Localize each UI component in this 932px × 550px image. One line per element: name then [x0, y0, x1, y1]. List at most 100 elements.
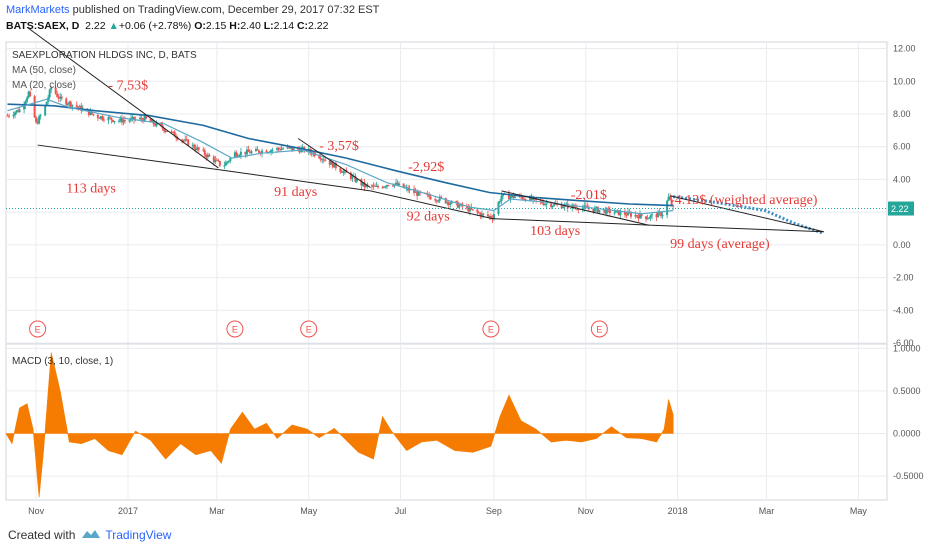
candle[interactable] — [660, 212, 663, 217]
candle[interactable] — [456, 201, 459, 208]
candle[interactable] — [468, 207, 471, 212]
candle[interactable] — [438, 196, 441, 201]
candle[interactable] — [577, 209, 580, 211]
candle[interactable] — [414, 191, 417, 193]
candle[interactable] — [529, 196, 532, 201]
candle[interactable] — [437, 200, 440, 202]
candle[interactable] — [271, 149, 274, 151]
candle[interactable] — [639, 213, 642, 219]
candle[interactable] — [479, 213, 482, 217]
candle[interactable] — [111, 120, 114, 122]
candle[interactable] — [480, 213, 483, 217]
candle[interactable] — [27, 91, 30, 98]
candle[interactable] — [604, 209, 607, 214]
candle[interactable] — [375, 185, 378, 187]
candle[interactable] — [318, 155, 321, 159]
candle[interactable] — [280, 148, 283, 151]
candle[interactable] — [217, 160, 220, 162]
candle[interactable] — [292, 147, 295, 151]
candle[interactable] — [444, 198, 447, 204]
candle[interactable] — [482, 213, 485, 215]
candle[interactable] — [640, 213, 643, 217]
candle[interactable] — [354, 176, 357, 182]
candle[interactable] — [170, 131, 173, 133]
candle[interactable] — [270, 150, 273, 153]
candle[interactable] — [607, 208, 610, 210]
candle[interactable] — [176, 137, 179, 140]
candle[interactable] — [65, 98, 68, 105]
candle[interactable] — [17, 110, 20, 113]
candle[interactable] — [458, 205, 461, 208]
candle[interactable] — [298, 149, 301, 153]
candle[interactable] — [102, 119, 105, 121]
candle[interactable] — [218, 161, 221, 166]
candle[interactable] — [236, 155, 239, 157]
trend-line[interactable] — [218, 169, 371, 192]
candle[interactable] — [289, 147, 292, 149]
candle[interactable] — [110, 117, 113, 121]
candle[interactable] — [649, 215, 652, 218]
candle[interactable] — [324, 160, 327, 162]
candle[interactable] — [370, 185, 373, 187]
candle[interactable] — [434, 199, 437, 201]
candle[interactable] — [613, 212, 616, 214]
candle[interactable] — [140, 117, 143, 120]
candle[interactable] — [122, 120, 125, 123]
candle[interactable] — [651, 214, 654, 216]
candle[interactable] — [276, 148, 279, 150]
candle[interactable] — [133, 116, 136, 120]
candle[interactable] — [202, 149, 205, 151]
candle[interactable] — [48, 89, 51, 98]
candle[interactable] — [282, 148, 285, 150]
candle[interactable] — [648, 217, 651, 219]
candle[interactable] — [214, 159, 217, 163]
candle[interactable] — [574, 206, 577, 208]
candle[interactable] — [60, 96, 63, 99]
candle[interactable] — [608, 209, 611, 214]
author-link[interactable]: MarkMarkets — [6, 4, 70, 16]
trend-line[interactable] — [492, 218, 653, 226]
candle[interactable] — [279, 149, 282, 151]
candle[interactable] — [556, 203, 559, 205]
trend-line[interactable] — [670, 195, 824, 233]
candle[interactable] — [322, 159, 325, 161]
candle[interactable] — [655, 214, 658, 218]
candle[interactable] — [500, 195, 503, 202]
candle[interactable] — [256, 149, 259, 151]
candle[interactable] — [173, 131, 176, 137]
candle[interactable] — [248, 151, 251, 154]
candle[interactable] — [373, 185, 376, 187]
candle[interactable] — [119, 118, 122, 121]
candle[interactable] — [598, 210, 601, 213]
candle[interactable] — [646, 218, 649, 220]
candle[interactable] — [181, 139, 184, 141]
candle[interactable] — [265, 150, 268, 153]
candle[interactable] — [123, 120, 126, 122]
candle[interactable] — [23, 105, 26, 110]
candle[interactable] — [596, 207, 599, 213]
candle[interactable] — [145, 116, 148, 119]
candle[interactable] — [194, 148, 197, 151]
candle[interactable] — [489, 216, 492, 218]
earnings-marker[interactable] — [300, 320, 318, 338]
candle[interactable] — [108, 117, 111, 119]
candle[interactable] — [8, 115, 11, 117]
candle[interactable] — [227, 160, 230, 162]
candle[interactable] — [486, 214, 489, 217]
candle[interactable] — [113, 120, 116, 122]
candle[interactable] — [24, 101, 27, 106]
candle[interactable] — [205, 155, 208, 158]
trend-line[interactable] — [501, 190, 650, 226]
trend-line[interactable] — [370, 190, 493, 220]
candle[interactable] — [203, 150, 206, 156]
candle[interactable] — [657, 211, 660, 218]
candle[interactable] — [636, 215, 639, 217]
candle[interactable] — [514, 196, 517, 198]
candle[interactable] — [626, 211, 629, 216]
candle[interactable] — [408, 188, 411, 191]
candle[interactable] — [286, 147, 289, 149]
candle[interactable] — [402, 183, 405, 188]
candle[interactable] — [71, 104, 74, 107]
candle[interactable] — [149, 118, 152, 122]
candle[interactable] — [617, 210, 620, 216]
